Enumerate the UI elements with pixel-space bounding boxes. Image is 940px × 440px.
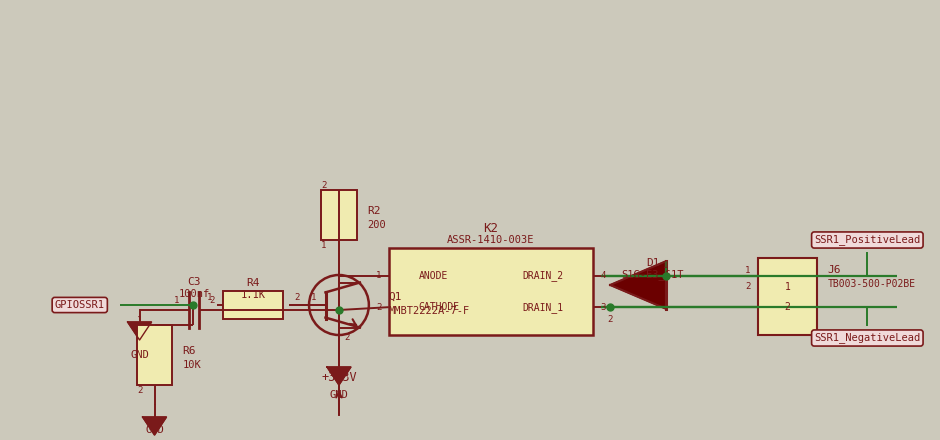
Text: GND: GND <box>330 390 349 400</box>
Text: K2: K2 <box>483 221 498 235</box>
Text: SSR1_NegativeLead: SSR1_NegativeLead <box>814 333 920 344</box>
Polygon shape <box>128 322 151 340</box>
Text: 2: 2 <box>137 385 142 395</box>
Text: 1: 1 <box>321 241 327 249</box>
FancyBboxPatch shape <box>136 325 172 385</box>
Polygon shape <box>610 261 666 309</box>
Text: C3: C3 <box>188 277 201 287</box>
Text: 1: 1 <box>664 261 668 270</box>
FancyBboxPatch shape <box>389 248 593 335</box>
FancyBboxPatch shape <box>758 258 818 335</box>
Text: MMBT2222A-7-F: MMBT2222A-7-F <box>389 306 470 316</box>
Text: GPIOSSR1: GPIOSSR1 <box>55 300 104 310</box>
Text: R4: R4 <box>246 278 260 288</box>
Text: TB003-500-P02BE: TB003-500-P02BE <box>827 279 916 289</box>
Text: 2: 2 <box>210 296 215 304</box>
Text: 2: 2 <box>321 180 327 190</box>
Text: S1G-E3_61T: S1G-E3_61T <box>621 270 684 280</box>
Text: R2: R2 <box>367 206 381 216</box>
FancyBboxPatch shape <box>321 190 357 240</box>
Text: +3.3V: +3.3V <box>321 370 357 384</box>
Text: 1.1K: 1.1K <box>241 290 266 300</box>
Text: 2: 2 <box>376 303 382 312</box>
Text: 100nf: 100nf <box>179 289 210 299</box>
Polygon shape <box>143 417 166 435</box>
Text: 2: 2 <box>294 293 300 301</box>
Text: D1: D1 <box>646 258 660 268</box>
Text: 1: 1 <box>207 293 212 301</box>
Text: 200: 200 <box>367 220 385 230</box>
Text: ANODE: ANODE <box>418 271 448 281</box>
Text: GND: GND <box>131 350 149 360</box>
Text: 1: 1 <box>137 315 142 325</box>
Text: 2: 2 <box>785 301 791 312</box>
Text: 10K: 10K <box>182 360 201 370</box>
Text: 2: 2 <box>344 333 350 342</box>
Text: 1: 1 <box>745 265 750 275</box>
Text: 2: 2 <box>607 315 613 324</box>
Text: J6: J6 <box>827 265 841 275</box>
Text: 1: 1 <box>311 293 316 301</box>
Text: R6: R6 <box>182 346 196 356</box>
Text: 1: 1 <box>376 271 382 280</box>
Text: DRAIN_2: DRAIN_2 <box>522 271 563 281</box>
Text: Q1: Q1 <box>389 292 402 302</box>
Text: SSR1_PositiveLead: SSR1_PositiveLead <box>814 235 920 246</box>
Text: GND: GND <box>145 425 164 435</box>
Text: 1: 1 <box>785 282 791 292</box>
Polygon shape <box>327 367 351 385</box>
Text: CATHODE: CATHODE <box>418 302 460 312</box>
Text: 3: 3 <box>601 303 606 312</box>
Text: DRAIN_1: DRAIN_1 <box>522 302 563 312</box>
FancyBboxPatch shape <box>224 291 283 319</box>
Text: 2: 2 <box>745 282 750 290</box>
Text: ASSR-1410-003E: ASSR-1410-003E <box>447 235 535 245</box>
Text: 1: 1 <box>174 296 180 304</box>
Text: 4: 4 <box>601 271 606 280</box>
